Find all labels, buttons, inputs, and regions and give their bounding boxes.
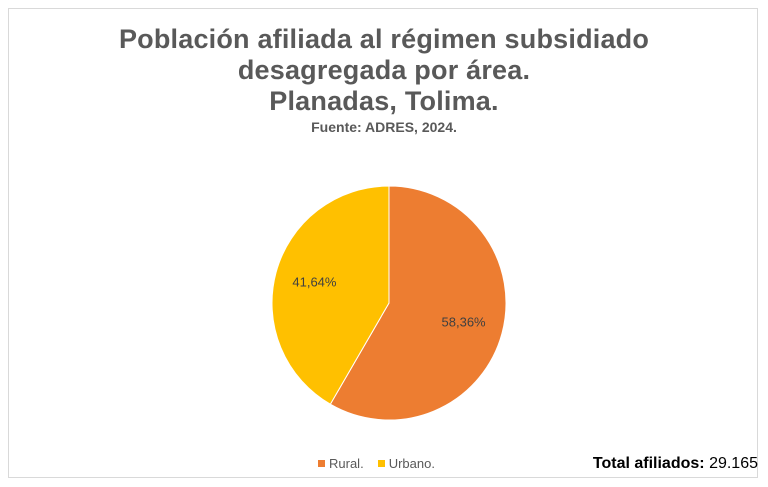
data-label-urbano: 41,64%	[292, 274, 337, 289]
legend: Rural. Urbano.	[318, 456, 435, 471]
legend-swatch-urbano	[377, 460, 385, 467]
total-label: Total afiliados:	[592, 455, 705, 472]
legend-item-urbano: Urbano.	[377, 456, 435, 471]
chart-title-block: Población afiliada al régimen subsidiado…	[0, 24, 768, 136]
pie-slice-urbano	[271, 185, 390, 405]
total-affiliates: Total afiliados: 29.165	[593, 455, 758, 473]
legend-swatch-rural	[318, 460, 325, 467]
chart-title-line-1: Población afiliada al régimen subsidiado	[118, 24, 650, 54]
chart-title-line-2: desagregada por área.	[237, 55, 531, 85]
legend-label-rural: Rural.	[329, 456, 364, 471]
data-label-rural: 58,36%	[442, 314, 487, 329]
legend-label-urbano: Urbano.	[388, 456, 435, 471]
total-value: 29.165	[709, 455, 758, 472]
pie-slice-rural	[329, 185, 507, 421]
chart-title-line-3: Planadas, Tolima.	[269, 86, 499, 116]
chart-subtitle: Fuente: ADRES, 2024.	[311, 119, 457, 135]
legend-item-rural: Rural.	[318, 456, 364, 471]
